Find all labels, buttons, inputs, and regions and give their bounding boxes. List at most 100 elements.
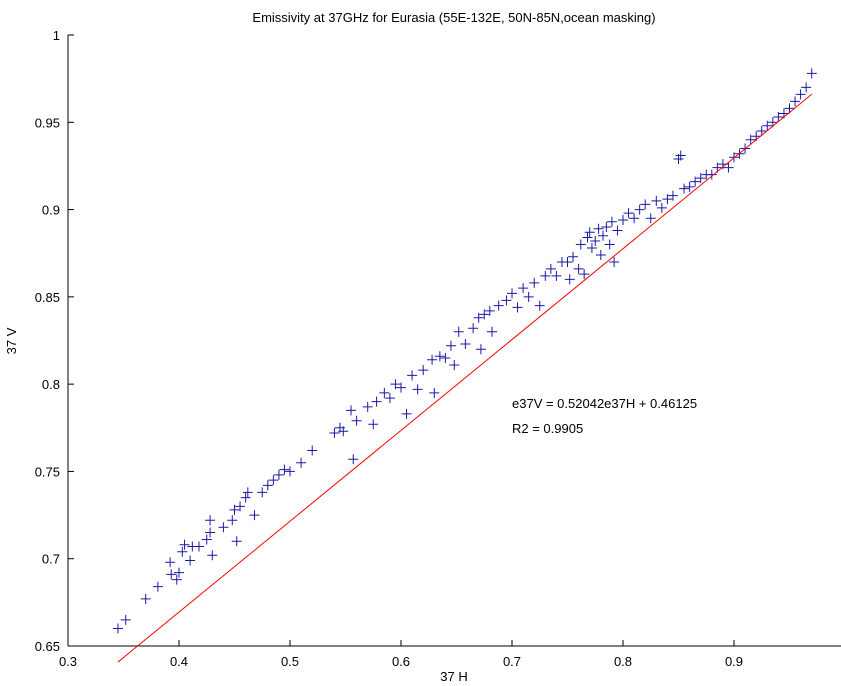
data-point [584, 227, 595, 238]
data-point [762, 120, 773, 131]
data-point [723, 162, 734, 173]
data-point [390, 379, 401, 390]
data-point [338, 426, 349, 437]
data-point [545, 263, 556, 274]
data-point [604, 239, 615, 250]
data-point [384, 393, 395, 404]
fit-equation: e37V = 0.52042e37H + 0.46125 [512, 396, 697, 411]
data-point [120, 614, 131, 625]
data-point [609, 256, 620, 267]
y-tick-label: 0.8 [42, 377, 60, 392]
data-point [523, 291, 534, 302]
data-point [257, 487, 268, 498]
x-axis-label: 37 H [440, 669, 467, 684]
y-tick-label: 0.7 [42, 552, 60, 567]
data-point [675, 150, 686, 161]
data-point [484, 305, 495, 316]
data-point [534, 300, 545, 311]
data-point [140, 593, 151, 604]
data-point [362, 401, 373, 412]
data-point [512, 302, 523, 313]
axes [67, 35, 841, 647]
data-point [440, 352, 451, 363]
x-tick-label: 0.6 [392, 654, 410, 669]
data-point [540, 270, 551, 281]
data-point [773, 112, 784, 123]
y-axis-label: 37 V [4, 327, 19, 354]
data-point [684, 181, 695, 192]
data-point [379, 387, 390, 398]
data-point [790, 96, 801, 107]
data-point [473, 312, 484, 323]
data-point [493, 300, 504, 311]
data-point [218, 522, 229, 533]
data-point [612, 225, 623, 236]
data-point [449, 359, 460, 370]
scatter-points [112, 68, 817, 634]
data-point [640, 199, 651, 210]
x-tick-label: 0.4 [170, 654, 188, 669]
data-point [756, 126, 767, 137]
data-point [285, 466, 295, 477]
y-tick-label: 0.9 [42, 203, 60, 218]
data-point [201, 534, 212, 545]
data-point [579, 269, 590, 280]
data-point [427, 354, 438, 365]
data-point [623, 208, 634, 219]
data-point [407, 370, 418, 381]
data-point [207, 550, 218, 561]
data-point [582, 232, 593, 243]
data-point [371, 396, 382, 407]
data-point [401, 408, 412, 419]
data-point [729, 152, 739, 163]
chart-title: Emissivity at 37GHz for Eurasia (55E-132… [252, 10, 655, 25]
r-squared: R2 = 0.9905 [512, 421, 583, 436]
data-point [479, 309, 490, 320]
data-point [165, 557, 176, 568]
axis-ticks: 0.3 0.4 0.5 0.6 0.7 0.8 0.9 0.65 0.7 0.75 0.8 0.85 0… [35, 28, 743, 669]
data-point [618, 215, 628, 226]
data-point [249, 510, 260, 521]
data-point [231, 536, 242, 547]
data-point [193, 541, 204, 552]
data-point [645, 213, 656, 224]
data-point [179, 539, 190, 550]
data-point [598, 230, 609, 241]
data-point [174, 567, 184, 578]
data-point [662, 194, 673, 205]
data-point [475, 344, 486, 355]
y-tick-label: 0.85 [35, 290, 60, 305]
data-point [229, 504, 240, 515]
x-tick-label: 0.7 [503, 654, 521, 669]
data-point [152, 581, 163, 592]
data-point [368, 419, 379, 430]
data-point [205, 515, 216, 526]
data-point [177, 546, 188, 557]
data-point [564, 274, 575, 285]
data-point [262, 480, 273, 491]
data-point [806, 68, 817, 79]
data-point [273, 469, 284, 480]
y-tick-label: 0.75 [35, 464, 60, 479]
data-point [329, 428, 340, 439]
data-point [606, 216, 617, 227]
x-tick-label: 0.8 [614, 654, 632, 669]
data-point [629, 213, 640, 224]
x-tick-label: 0.5 [281, 654, 299, 669]
y-tick-label: 0.95 [35, 115, 60, 130]
data-point [651, 195, 662, 206]
data-point [396, 382, 406, 393]
data-point [667, 190, 678, 201]
data-point [507, 288, 517, 299]
data-point [346, 405, 357, 416]
data-point [453, 326, 464, 337]
data-point [351, 415, 362, 426]
data-point [801, 82, 812, 93]
y-tick-label: 0.65 [35, 639, 60, 654]
data-point [568, 251, 579, 262]
data-point [586, 242, 597, 253]
data-point [706, 169, 717, 180]
data-point [590, 235, 601, 246]
data-point [185, 555, 196, 566]
